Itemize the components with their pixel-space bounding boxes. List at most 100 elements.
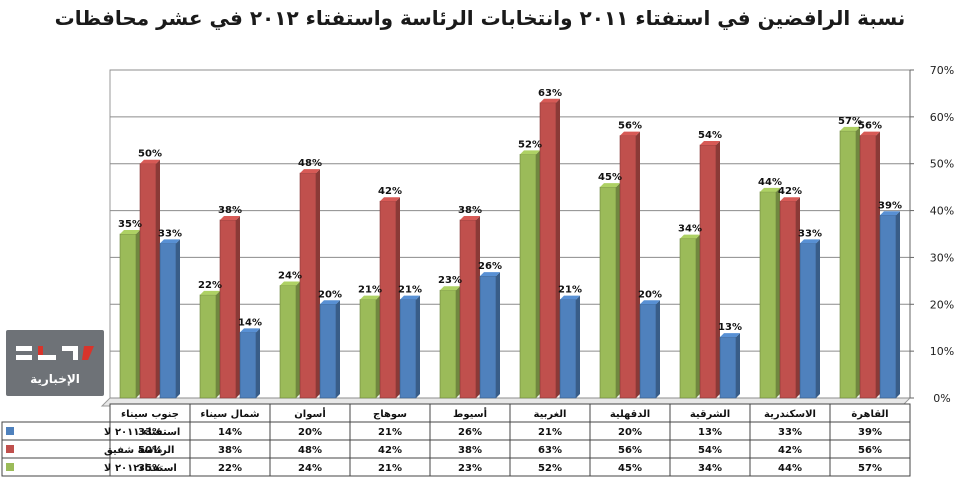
bar-top xyxy=(560,295,580,300)
bar-front xyxy=(779,200,797,399)
bar xyxy=(719,333,740,399)
bar-side xyxy=(336,300,340,398)
data-label: 52% xyxy=(518,139,542,150)
bar-top xyxy=(200,290,220,295)
bar-front xyxy=(839,130,857,399)
bar-side xyxy=(396,197,400,398)
bar-front xyxy=(539,102,557,399)
bar-top xyxy=(120,230,140,234)
bar-side xyxy=(376,295,380,398)
y-tick-label: 70% xyxy=(930,64,954,77)
bar-top xyxy=(220,215,240,220)
bar-side xyxy=(496,272,500,398)
bar-top xyxy=(320,300,340,305)
category-label: الغربية xyxy=(534,409,567,420)
bar xyxy=(159,239,180,399)
category-label: الاسكندرية xyxy=(764,409,816,420)
bar-front xyxy=(359,299,377,399)
bar-side xyxy=(776,187,780,398)
bar xyxy=(599,183,620,399)
data-label: 38% xyxy=(218,205,242,216)
bar-front xyxy=(679,238,697,399)
bar xyxy=(539,98,560,399)
bar-side xyxy=(856,126,860,399)
table-cell: 42% xyxy=(378,445,402,456)
bar-front xyxy=(759,191,777,399)
data-label: 42% xyxy=(378,186,402,197)
bar xyxy=(479,272,500,399)
data-labels: 35% 50% 33% 22% 38% 14% 24% 48% 20% 21% 42% 21% 23% 3… xyxy=(118,88,902,333)
table-legend-frame xyxy=(1,421,111,477)
table-cell: 45% xyxy=(618,463,642,474)
bar-side xyxy=(476,215,480,398)
bar-top xyxy=(680,234,700,239)
bar-front xyxy=(399,299,417,399)
bar xyxy=(559,295,580,399)
table-cell: 20% xyxy=(618,427,642,438)
data-label: 26% xyxy=(478,261,502,272)
y-tick-label: 40% xyxy=(930,205,954,218)
bar-top xyxy=(720,333,740,338)
bar-front xyxy=(879,214,897,399)
table-cell: 26% xyxy=(458,427,482,438)
data-label: 56% xyxy=(618,121,642,132)
bar-front xyxy=(639,303,657,399)
data-label: 22% xyxy=(198,280,222,291)
legend-label: استفتاء ٢٠١١ لا xyxy=(104,427,180,438)
legend-swatch xyxy=(6,427,14,435)
table-cell: 14% xyxy=(218,427,242,438)
bar-top xyxy=(620,131,640,136)
bar xyxy=(219,215,240,399)
bar-top xyxy=(380,197,400,202)
bar-top xyxy=(400,295,420,300)
data-table: جنوب سيناء شمال سيناء أسوان سوهاج أسيوط الغرب… xyxy=(1,403,911,477)
bar-top xyxy=(440,286,460,291)
bar-side xyxy=(156,159,160,398)
bar-side xyxy=(416,295,420,398)
bar-side xyxy=(816,239,820,398)
bar-top xyxy=(880,211,900,216)
bar-side xyxy=(256,328,260,398)
table-cell: 44% xyxy=(778,463,802,474)
bar-front xyxy=(299,172,317,399)
bar-top xyxy=(860,131,880,136)
data-label: 21% xyxy=(558,285,582,296)
bar-top xyxy=(240,328,260,333)
table-cell: 56% xyxy=(858,445,882,456)
bar-side xyxy=(616,183,620,398)
bar xyxy=(119,230,140,399)
bar-side xyxy=(456,286,460,398)
bar-front xyxy=(319,303,337,399)
category-label: أسوان xyxy=(294,407,326,420)
bar-front xyxy=(159,243,177,399)
data-label: 34% xyxy=(678,224,702,235)
bar-front xyxy=(119,233,137,399)
bar-side xyxy=(536,150,540,398)
table-cell: 24% xyxy=(298,463,322,474)
y-tick-label: 60% xyxy=(930,111,954,124)
legend-label: استفتاء٢٠١٢ لا xyxy=(104,463,177,474)
legend-swatch xyxy=(6,463,14,471)
bar xyxy=(319,300,340,399)
data-label: 13% xyxy=(718,322,742,333)
bar xyxy=(519,150,540,399)
table-cell: 39% xyxy=(858,427,882,438)
category-label: الدقهلية xyxy=(610,409,650,420)
bar-side xyxy=(216,290,220,398)
table-cell: 21% xyxy=(378,427,402,438)
data-label: 21% xyxy=(358,285,382,296)
bar xyxy=(199,290,220,399)
data-label: 21% xyxy=(398,285,422,296)
data-label: 63% xyxy=(538,88,562,99)
table-cell: 23% xyxy=(458,463,482,474)
table-cell: 21% xyxy=(538,427,562,438)
bar-top xyxy=(760,187,780,192)
table-cell: 38% xyxy=(218,445,242,456)
data-label: 35% xyxy=(118,219,142,230)
category-label: جنوب سيناء xyxy=(121,409,179,420)
bar-side xyxy=(656,300,660,398)
bar-front xyxy=(379,200,397,399)
data-label: 42% xyxy=(778,186,802,197)
data-label: 23% xyxy=(438,275,462,286)
